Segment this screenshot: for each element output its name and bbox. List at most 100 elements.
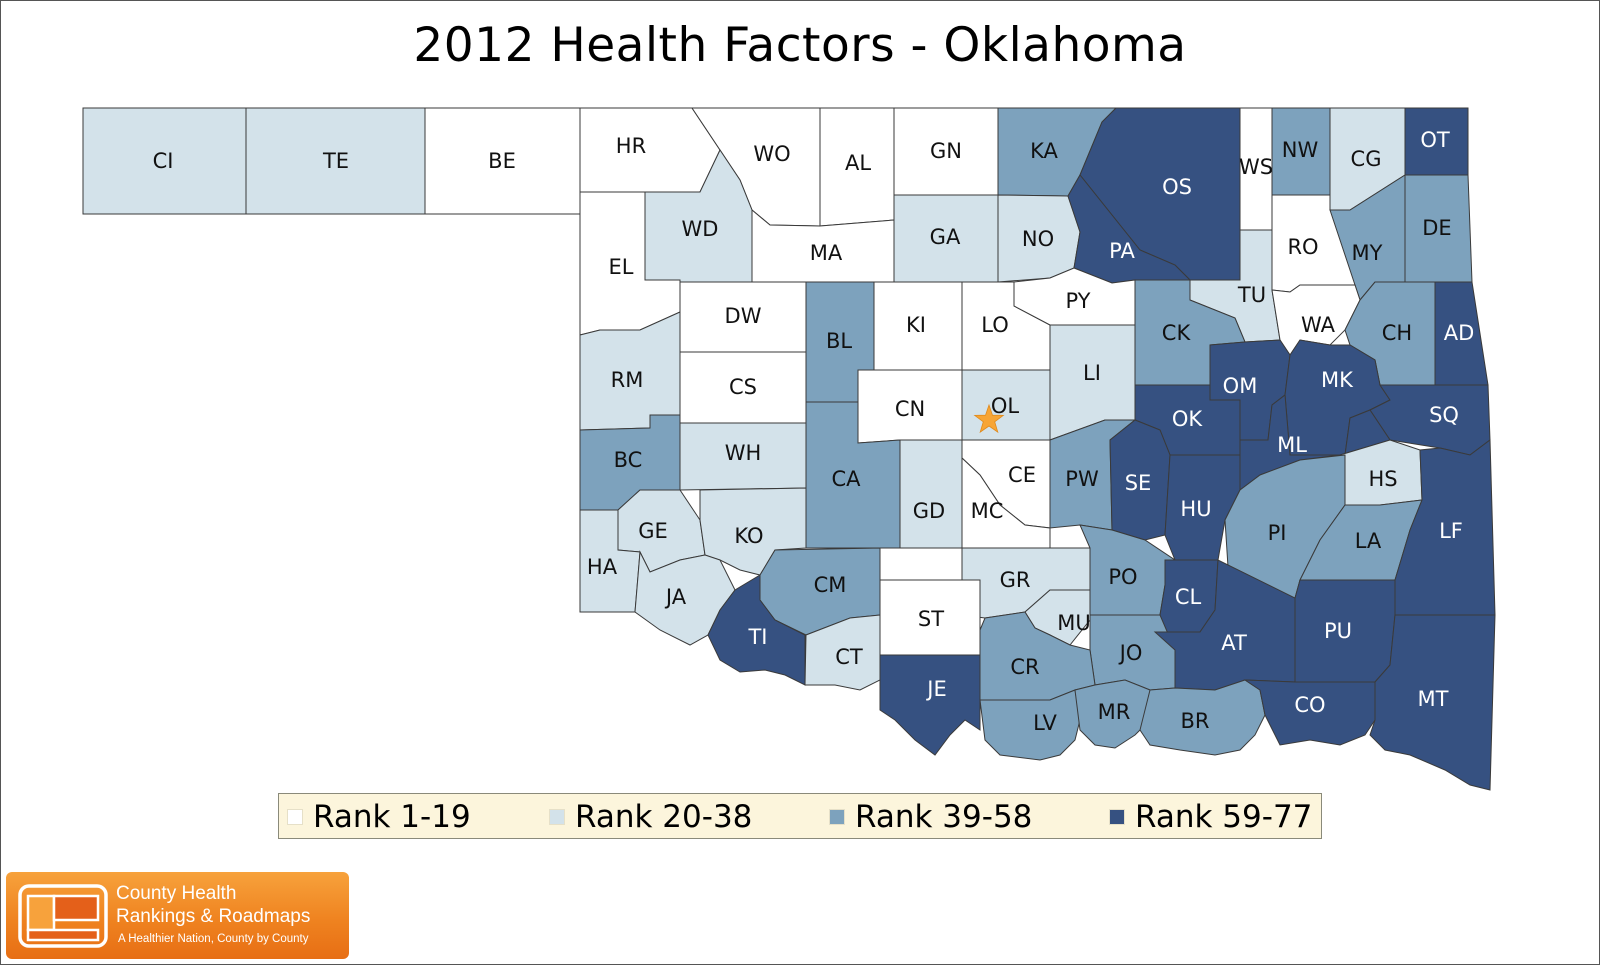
- county-ko: [699, 487, 807, 576]
- county-label-te: TE: [322, 149, 349, 173]
- county-label-ok: OK: [1172, 407, 1204, 431]
- logo-text-line1: County Health: [116, 883, 237, 904]
- county-label-mk: MK: [1321, 368, 1354, 392]
- legend-item-rank-1-19: Rank 1-19: [287, 798, 471, 836]
- county-label-pu: PU: [1324, 619, 1352, 643]
- county-label-gn: GN: [930, 139, 962, 163]
- county-label-ce: CE: [1008, 463, 1036, 487]
- county-label-ci: CI: [153, 149, 174, 173]
- county-label-ws: WS: [1239, 155, 1273, 179]
- county-label-al: AL: [845, 151, 871, 175]
- county-label-la: LA: [1355, 529, 1382, 553]
- county-label-ma: MA: [810, 241, 843, 265]
- county-label-gd: GD: [913, 499, 945, 523]
- county-label-at: AT: [1221, 631, 1247, 655]
- county-label-lf: LF: [1439, 519, 1463, 543]
- county-label-br: BR: [1181, 709, 1210, 733]
- county-label-cs: CS: [729, 375, 757, 399]
- county-label-sq: SQ: [1429, 403, 1459, 427]
- county-label-cm: CM: [814, 573, 847, 597]
- county-br: [1139, 679, 1266, 756]
- county-label-bc: BC: [614, 448, 643, 472]
- legend-label: Rank 59-77: [1135, 799, 1313, 835]
- county-se: [1109, 419, 1171, 541]
- county-label-ct: CT: [835, 645, 863, 669]
- county-label-lv: LV: [1033, 711, 1057, 735]
- county-label-je: JE: [925, 677, 946, 701]
- star-icon: [973, 403, 1005, 434]
- county-health-rankings-logo: County Health Rankings & Roadmaps A Heal…: [6, 872, 349, 959]
- county-co: [1243, 679, 1376, 746]
- county-label-rm: RM: [611, 368, 644, 392]
- county-label-de: DE: [1422, 216, 1451, 240]
- county-cr: [979, 611, 1096, 701]
- county-label-jo: JO: [1118, 641, 1143, 665]
- county-label-hu: HU: [1180, 497, 1211, 521]
- county-label-mu: MU: [1057, 611, 1091, 635]
- county-label-ck: CK: [1162, 321, 1192, 345]
- county-label-pa: PA: [1109, 239, 1135, 263]
- county-label-mc: MC: [971, 499, 1004, 523]
- county-label-tu: TU: [1237, 283, 1266, 307]
- legend-item-rank-39-58: Rank 39-58: [829, 798, 1032, 836]
- legend-label: Rank 20-38: [575, 799, 753, 835]
- county-hu: [1164, 454, 1241, 561]
- county-label-wh: WH: [725, 441, 762, 465]
- county-label-wo: WO: [753, 142, 790, 166]
- county-mt: [1369, 614, 1496, 791]
- map-title: 2012 Health Factors - Oklahoma: [413, 18, 1187, 73]
- county-label-my: MY: [1352, 241, 1383, 265]
- county-gd: [899, 439, 963, 549]
- county-label-no: NO: [1022, 227, 1054, 251]
- county-label-gr: GR: [1000, 568, 1031, 592]
- legend-label: Rank 1-19: [313, 799, 471, 835]
- legend-swatch: [549, 809, 565, 825]
- county-label-os: OS: [1162, 175, 1192, 199]
- county-label-cg: CG: [1351, 147, 1382, 171]
- county-label-se: SE: [1125, 471, 1152, 495]
- county-label-li: LI: [1083, 361, 1101, 385]
- county-label-be: BE: [488, 149, 516, 173]
- county-label-ko: KO: [734, 524, 763, 548]
- county-label-ot: OT: [1420, 128, 1450, 152]
- county-label-ja: JA: [664, 585, 687, 609]
- county-label-ml: ML: [1277, 433, 1307, 457]
- logo-tagline: A Healthier Nation, County by County: [118, 933, 309, 945]
- legend-swatch: [287, 809, 303, 825]
- map-legend: Rank 1-19 Rank 20-38 Rank 39-58 Rank 59-…: [278, 793, 1322, 839]
- legend-swatch: [1109, 809, 1125, 825]
- county-label-ch: CH: [1382, 321, 1412, 345]
- county-label-wd: WD: [682, 217, 719, 241]
- county-label-co: CO: [1294, 693, 1325, 717]
- county-label-pw: PW: [1065, 467, 1099, 491]
- county-lf: [1394, 439, 1496, 616]
- county-lv: [979, 689, 1081, 761]
- legend-item-rank-20-38: Rank 20-38: [549, 798, 752, 836]
- county-label-ad: AD: [1444, 321, 1475, 345]
- logo-mark-icon: [18, 884, 108, 948]
- county-label-ka: KA: [1030, 139, 1058, 163]
- county-label-hs: HS: [1368, 467, 1397, 491]
- county-label-bl: BL: [826, 329, 852, 353]
- county-label-ol: OL: [991, 394, 1020, 418]
- county-label-py: PY: [1065, 289, 1090, 313]
- logo-text-line2: Rankings & Roadmaps: [116, 906, 311, 927]
- county-label-ga: GA: [930, 225, 961, 249]
- county-label-ge: GE: [638, 519, 668, 543]
- county-label-mr: MR: [1098, 700, 1131, 724]
- county-label-pi: PI: [1268, 521, 1287, 545]
- county-label-hr: HR: [616, 134, 646, 158]
- county-label-nw: NW: [1282, 138, 1319, 162]
- county-label-wa: WA: [1301, 313, 1336, 337]
- county-je: [879, 654, 981, 756]
- county-label-mt: MT: [1418, 687, 1449, 711]
- county-label-ca: CA: [831, 467, 861, 491]
- county-hr: [579, 107, 721, 193]
- county-label-cn: CN: [895, 397, 925, 421]
- legend-item-rank-59-77: Rank 59-77: [1109, 798, 1312, 836]
- county-label-dw: DW: [725, 304, 762, 328]
- county-label-ro: RO: [1287, 235, 1318, 259]
- county-label-cl: CL: [1175, 585, 1202, 609]
- county-label-po: PO: [1108, 565, 1137, 589]
- oklahoma-county-map: CI TE BE HR WO AL GN KA OS WS NW CG OT EL WD MA GA NO PA RO…: [82, 107, 1496, 791]
